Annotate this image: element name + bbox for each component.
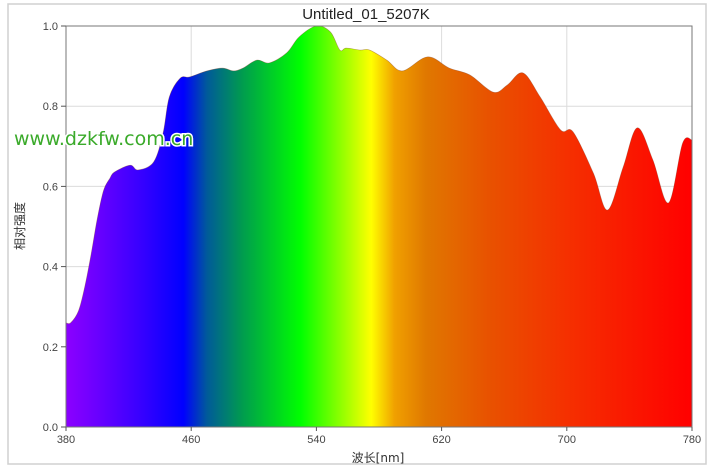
watermark: www.dzkfw.com.cn [14,128,193,150]
x-axis-label: 波长[nm] [352,451,405,465]
chart-title: Untitled_01_5207K [302,6,430,23]
y-tick-label: 0.8 [43,101,58,113]
x-tick-label: 620 [432,434,450,446]
x-tick-label: 780 [683,434,701,446]
x-tick-label: 700 [558,434,576,446]
y-axis-label: 相对强度 [12,202,27,250]
x-tick-label: 540 [307,434,325,446]
x-axis: 380 460 540 620 700 780 [57,427,701,446]
y-tick-label: 1.0 [43,21,58,33]
x-tick-label: 380 [57,434,75,446]
y-tick-label: 0.6 [43,181,58,193]
y-tick-label: 0.2 [43,342,58,354]
y-axis: 0.0 0.2 0.4 0.6 0.8 1.0 [43,21,66,434]
x-tick-label: 460 [182,434,200,446]
plot-border [65,25,693,428]
y-tick-label: 0.0 [43,422,58,434]
y-tick-label: 0.4 [43,262,58,274]
